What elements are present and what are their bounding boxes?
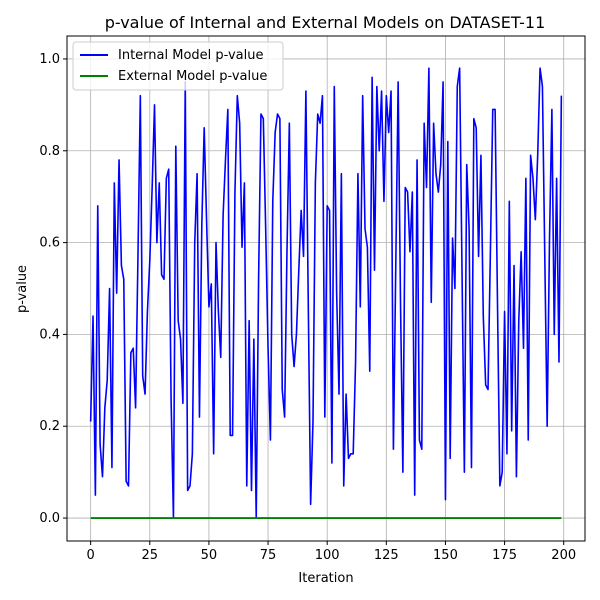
y-tick-label: 0.6 — [39, 236, 60, 251]
legend-label-internal: Internal Model p-value — [118, 48, 264, 63]
ticks: 0 25 50 75 100 125 150 175 200 0.0 0.2 0.4 0.6 0.8 1.0 — [39, 52, 576, 563]
legend: Internal Model p-value External Model p-… — [72, 41, 284, 91]
y-tick-label: 0.8 — [39, 144, 60, 159]
y-tick-label: 0.0 — [39, 511, 60, 526]
y-tick-label: 0.4 — [39, 327, 60, 342]
x-tick-label: 75 — [260, 548, 277, 563]
plot-frame — [66, 35, 586, 542]
x-tick-label: 25 — [142, 548, 159, 563]
x-tick-label: 150 — [433, 548, 458, 563]
series-layer — [89, 67, 563, 519]
x-tick-label: 175 — [492, 548, 517, 563]
internal-pvalue-line — [89, 67, 563, 519]
x-tick-label: 125 — [374, 548, 399, 563]
x-axis-label: Iteration — [298, 571, 353, 586]
chart-title: p-value of Internal and External Models … — [105, 13, 546, 32]
y-tick-label: 0.2 — [39, 419, 60, 434]
legend-box — [72, 41, 284, 91]
y-tick-label: 1.0 — [39, 52, 60, 67]
x-tick-label: 0 — [87, 548, 95, 563]
legend-label-external: External Model p-value — [118, 69, 267, 84]
x-tick-label: 50 — [201, 548, 218, 563]
x-tick-label: 200 — [551, 548, 576, 563]
y-axis-label: p-value — [15, 265, 30, 313]
x-tick-label: 100 — [315, 548, 340, 563]
